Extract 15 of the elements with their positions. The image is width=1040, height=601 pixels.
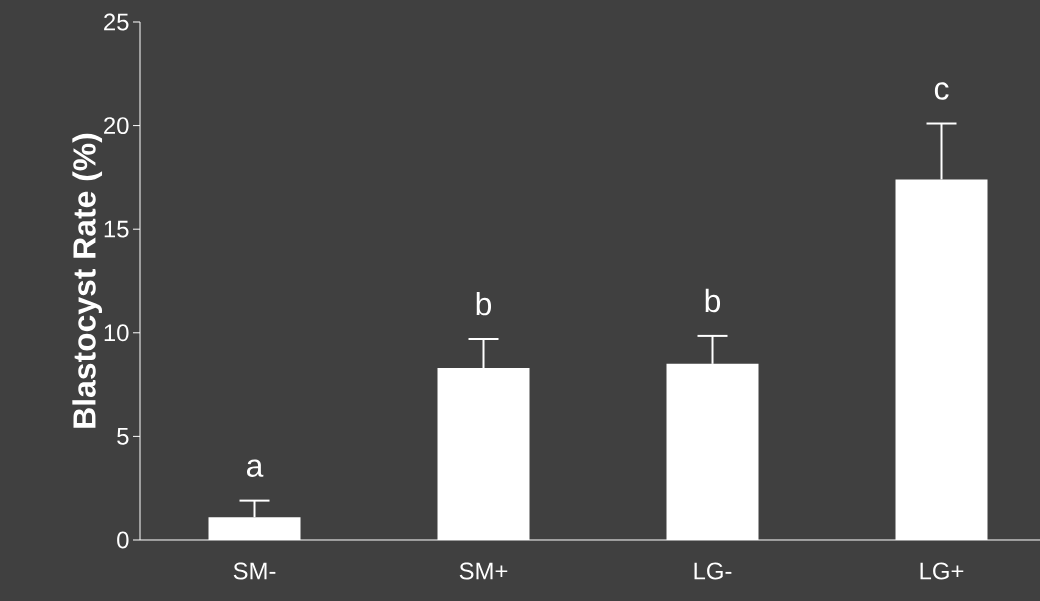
x-tick-label: SM- <box>233 562 276 580</box>
annotation: c <box>934 82 949 100</box>
y-tick-label: 15 <box>104 220 129 238</box>
y-tick-label: 20 <box>104 117 129 135</box>
x-tick-label: SM+ <box>459 562 508 580</box>
annotation: b <box>705 288 721 313</box>
annotation: b <box>476 291 492 316</box>
y-tick-label: 0 <box>117 531 129 549</box>
annotation: a <box>247 459 264 477</box>
x-tick-label: LG- <box>694 562 732 580</box>
y-tick-label: 10 <box>104 324 129 342</box>
y-tick-label: 25 <box>104 13 129 31</box>
x-tick-label: LG+ <box>920 562 964 580</box>
y-axis-title: Blastocyst Rate (%) <box>72 133 103 428</box>
y-tick-label: 5 <box>117 428 129 445</box>
